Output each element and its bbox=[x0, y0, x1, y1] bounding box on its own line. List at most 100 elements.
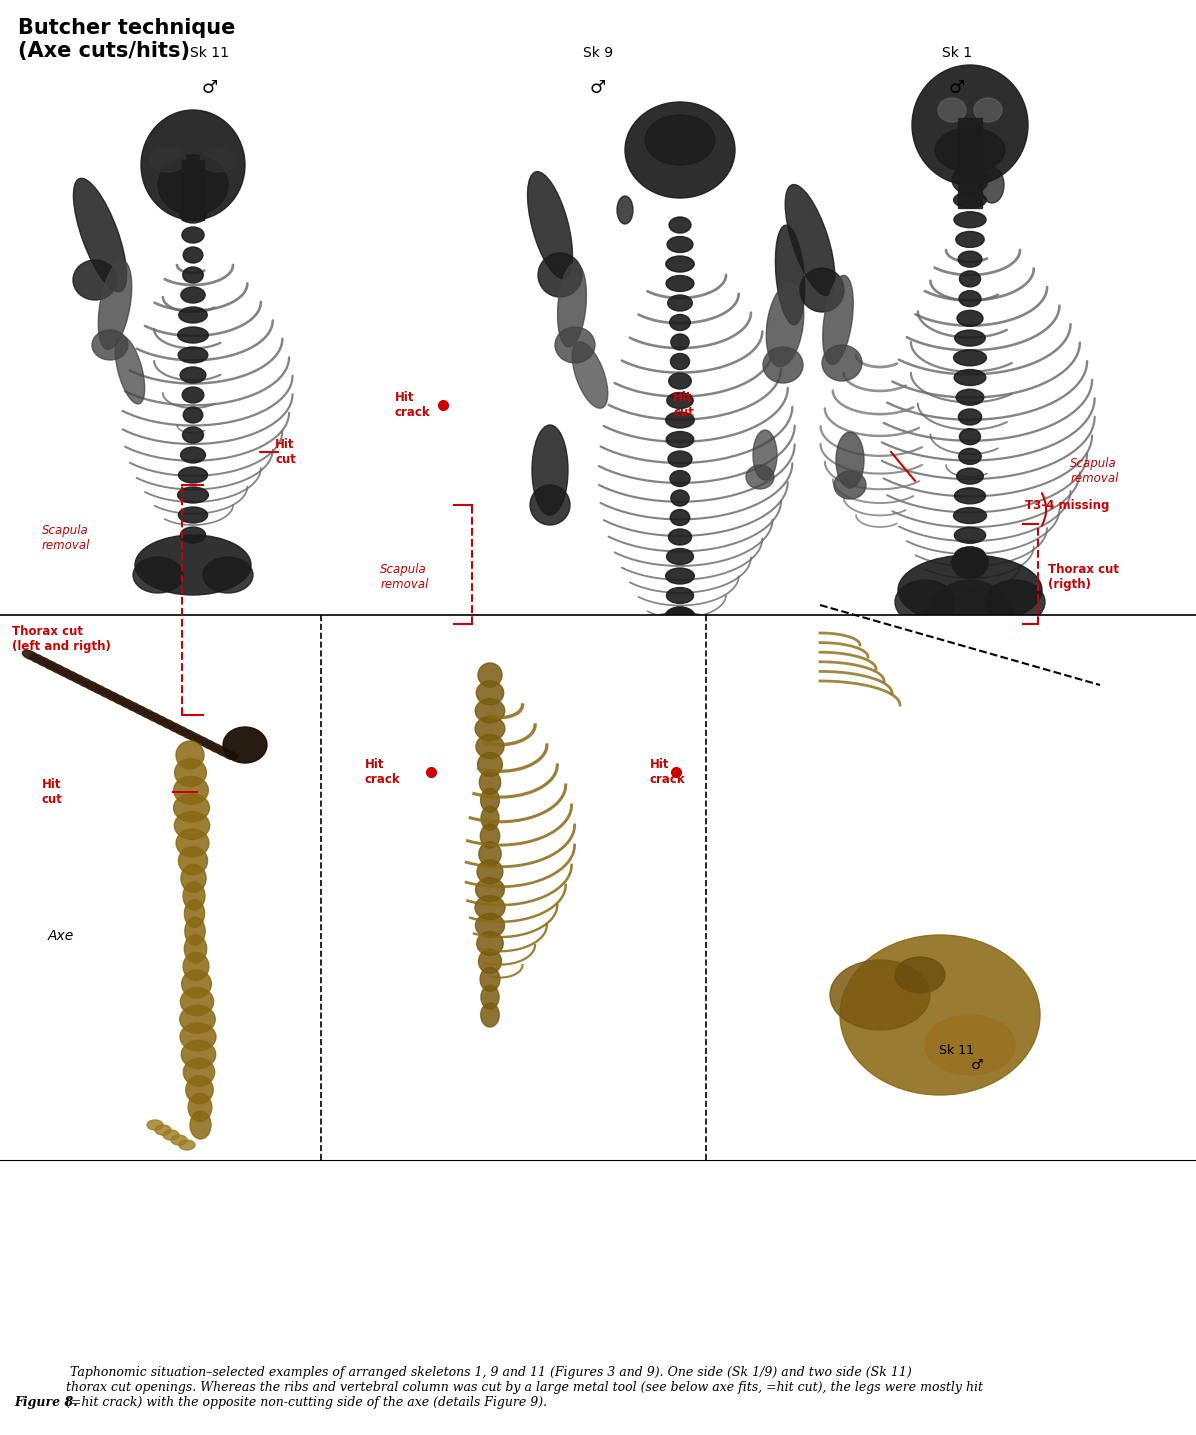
Ellipse shape bbox=[670, 471, 690, 486]
Ellipse shape bbox=[175, 811, 209, 839]
Ellipse shape bbox=[666, 276, 694, 291]
Ellipse shape bbox=[480, 771, 501, 795]
Text: Sk 11: Sk 11 bbox=[939, 1043, 974, 1058]
Ellipse shape bbox=[671, 334, 689, 350]
Ellipse shape bbox=[478, 842, 501, 865]
Ellipse shape bbox=[183, 247, 203, 263]
Ellipse shape bbox=[954, 527, 986, 544]
Ellipse shape bbox=[980, 166, 1003, 202]
Ellipse shape bbox=[836, 432, 864, 488]
Bar bbox=[182, 159, 205, 220]
Ellipse shape bbox=[763, 347, 803, 383]
Ellipse shape bbox=[181, 367, 206, 383]
Ellipse shape bbox=[178, 847, 208, 875]
Ellipse shape bbox=[183, 953, 209, 980]
Text: Axe: Axe bbox=[48, 928, 74, 943]
Ellipse shape bbox=[78, 677, 93, 687]
Ellipse shape bbox=[834, 471, 866, 499]
Ellipse shape bbox=[476, 878, 505, 901]
Ellipse shape bbox=[986, 580, 1045, 624]
Ellipse shape bbox=[183, 1058, 214, 1086]
Ellipse shape bbox=[958, 409, 982, 425]
Text: ♂: ♂ bbox=[948, 79, 965, 98]
Ellipse shape bbox=[664, 614, 697, 630]
Ellipse shape bbox=[645, 115, 715, 165]
Ellipse shape bbox=[895, 957, 945, 993]
Ellipse shape bbox=[666, 617, 695, 633]
Ellipse shape bbox=[913, 65, 1029, 185]
Ellipse shape bbox=[478, 663, 502, 687]
Ellipse shape bbox=[938, 98, 966, 122]
Ellipse shape bbox=[475, 699, 505, 723]
Ellipse shape bbox=[115, 336, 145, 403]
Ellipse shape bbox=[617, 640, 673, 680]
Ellipse shape bbox=[958, 251, 982, 267]
Ellipse shape bbox=[178, 347, 208, 363]
Ellipse shape bbox=[959, 291, 981, 307]
Ellipse shape bbox=[177, 486, 208, 504]
Ellipse shape bbox=[57, 667, 72, 677]
Ellipse shape bbox=[935, 128, 1005, 172]
Ellipse shape bbox=[532, 425, 568, 515]
Ellipse shape bbox=[666, 548, 694, 564]
Text: ♂: ♂ bbox=[590, 79, 606, 98]
Ellipse shape bbox=[823, 276, 853, 364]
Ellipse shape bbox=[140, 709, 155, 719]
Ellipse shape bbox=[477, 752, 502, 776]
Ellipse shape bbox=[155, 1125, 171, 1135]
Text: ♂: ♂ bbox=[971, 1058, 983, 1072]
Ellipse shape bbox=[618, 613, 742, 677]
Ellipse shape bbox=[133, 557, 183, 593]
Ellipse shape bbox=[477, 860, 504, 884]
Ellipse shape bbox=[952, 558, 988, 574]
Ellipse shape bbox=[954, 488, 986, 504]
Ellipse shape bbox=[959, 448, 981, 465]
Bar bbox=[0, 616, 1196, 1159]
Ellipse shape bbox=[475, 716, 505, 740]
Ellipse shape bbox=[957, 547, 983, 563]
Ellipse shape bbox=[92, 330, 128, 360]
Ellipse shape bbox=[840, 936, 1041, 1095]
Ellipse shape bbox=[954, 212, 986, 228]
Ellipse shape bbox=[150, 148, 187, 172]
Ellipse shape bbox=[666, 607, 694, 623]
Ellipse shape bbox=[112, 695, 127, 705]
Text: Hit
crack: Hit crack bbox=[365, 758, 401, 786]
Ellipse shape bbox=[185, 1076, 213, 1104]
Ellipse shape bbox=[669, 451, 692, 466]
Ellipse shape bbox=[666, 432, 694, 448]
Ellipse shape bbox=[36, 657, 51, 666]
Ellipse shape bbox=[178, 307, 207, 323]
Ellipse shape bbox=[176, 829, 209, 857]
Ellipse shape bbox=[181, 527, 206, 542]
Ellipse shape bbox=[667, 296, 692, 311]
Ellipse shape bbox=[667, 237, 692, 253]
Ellipse shape bbox=[182, 1040, 215, 1069]
Ellipse shape bbox=[538, 253, 582, 297]
Text: Thorax cut
(rigth): Thorax cut (rigth) bbox=[1048, 563, 1118, 591]
Text: Figure 8.: Figure 8. bbox=[14, 1396, 78, 1409]
Ellipse shape bbox=[23, 650, 37, 660]
Ellipse shape bbox=[480, 967, 500, 992]
Ellipse shape bbox=[208, 743, 224, 753]
Ellipse shape bbox=[957, 468, 983, 484]
Ellipse shape bbox=[160, 719, 176, 729]
Ellipse shape bbox=[183, 883, 205, 910]
Ellipse shape bbox=[687, 640, 743, 680]
Ellipse shape bbox=[640, 636, 720, 715]
Text: Hit
cut: Hit cut bbox=[275, 438, 295, 466]
Ellipse shape bbox=[666, 587, 694, 604]
Ellipse shape bbox=[753, 430, 777, 479]
Ellipse shape bbox=[181, 446, 206, 464]
Text: Taphonomic situation–selected examples of arranged skeletons 1, 9 and 11 (Figure: Taphonomic situation–selected examples o… bbox=[66, 1366, 983, 1409]
Ellipse shape bbox=[786, 185, 835, 296]
Ellipse shape bbox=[183, 408, 203, 423]
Text: Hit
crack: Hit crack bbox=[649, 758, 685, 786]
Ellipse shape bbox=[666, 255, 694, 273]
Ellipse shape bbox=[626, 102, 736, 198]
Ellipse shape bbox=[669, 607, 691, 623]
Ellipse shape bbox=[476, 735, 504, 759]
Ellipse shape bbox=[179, 207, 206, 222]
Ellipse shape bbox=[667, 393, 694, 409]
Ellipse shape bbox=[775, 225, 805, 324]
